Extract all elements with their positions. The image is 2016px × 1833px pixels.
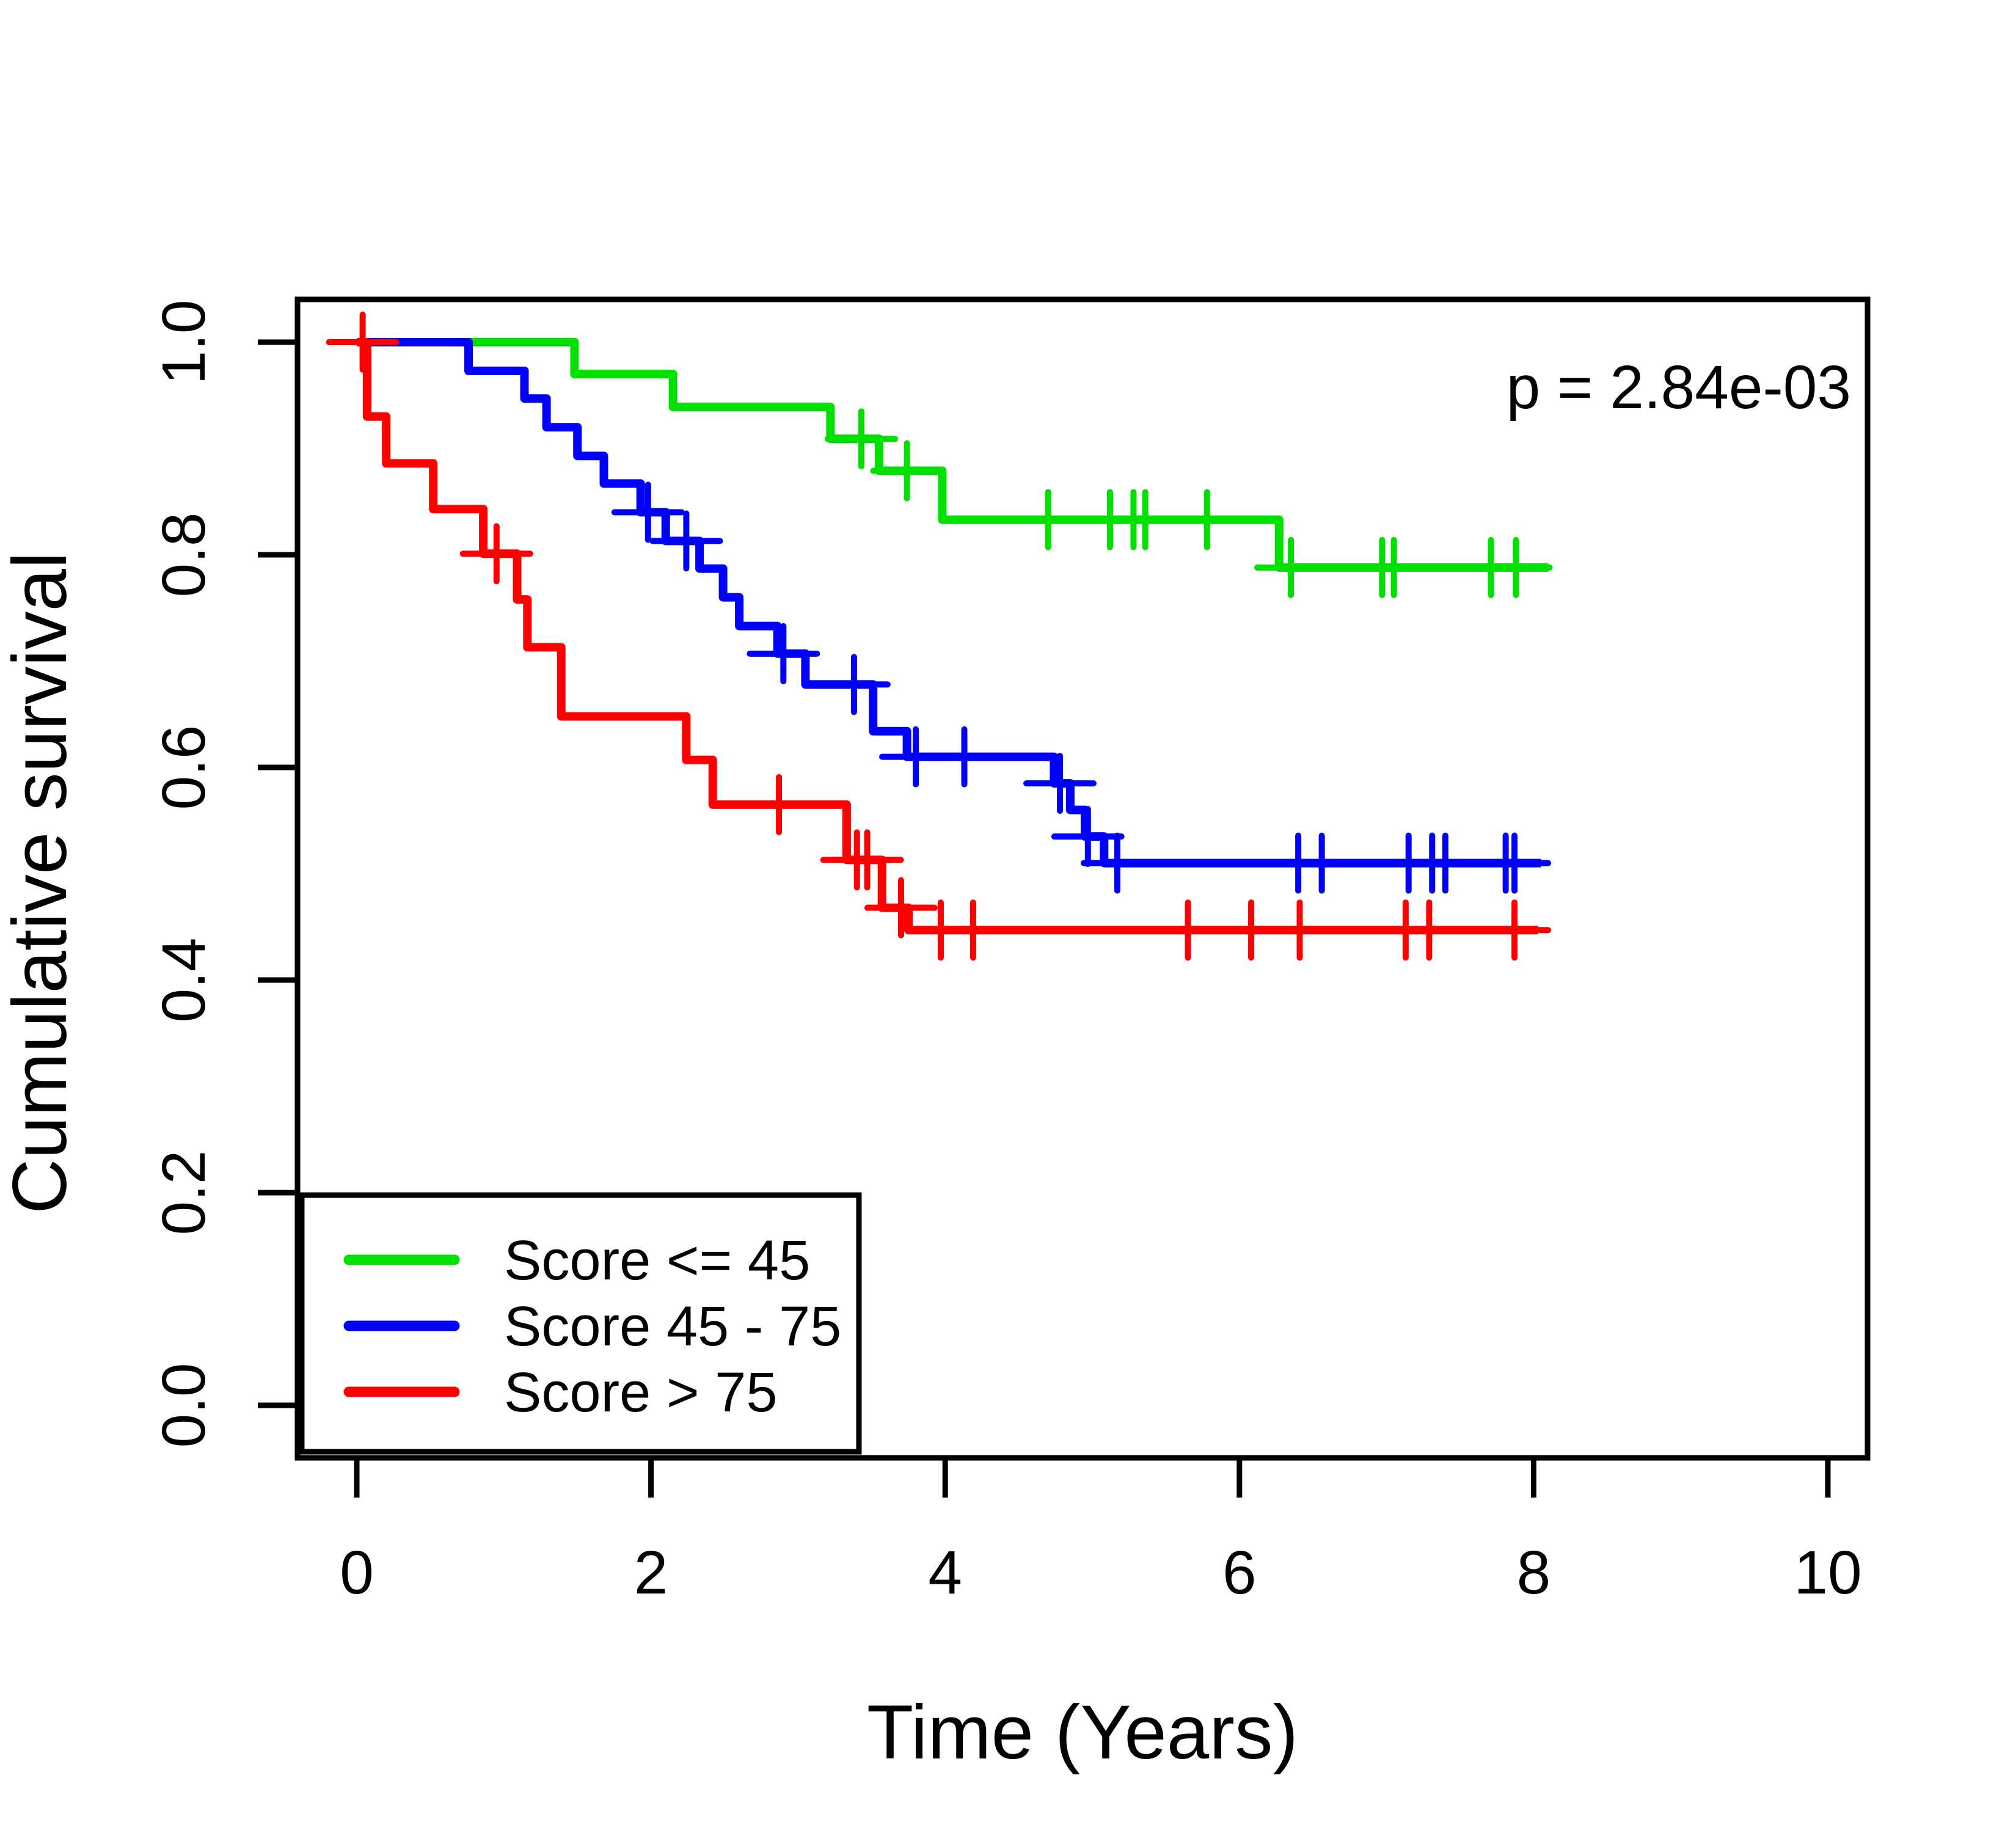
censor-plus-mark [747,623,820,684]
censor-plus-mark [864,877,938,938]
censor-plus-mark [936,899,1010,961]
censor-plus-mark [1170,489,1244,551]
y-axis-tick-label: 0.8 [150,512,218,597]
censor-plus-mark [1080,832,1154,894]
censor-plus-mark [1285,832,1359,894]
censor-plus-mark [1254,536,1328,598]
legend: Score <= 45 Score 45 - 75 Score > 75 [299,1192,862,1455]
censor-plus-mark [1023,753,1097,814]
censor-marks-blue [611,481,1552,894]
y-axis-tick-label: 1.0 [150,299,218,384]
censor-plus-mark [1263,899,1337,961]
legend-label-score-45-75: Score 45 - 75 [504,1295,841,1358]
y-axis-tick-label: 0.2 [150,1150,218,1235]
censor-plus-mark [611,481,685,543]
x-axis-tick-label: 8 [1517,1538,1551,1607]
censor-plus-mark [649,510,723,572]
censor-plus-mark [1392,899,1466,961]
censor-plus-mark [1357,536,1431,598]
censor-plus-mark [459,523,533,585]
axes-layer: 0 2 4 6 8 10 0.0 0.2 0.4 0.6 0.8 1.0 [150,296,1871,1607]
censor-plus-mark [817,654,891,715]
censor-plus-mark [824,408,898,470]
legend-item-score-45-75: Score 45 - 75 [343,1295,841,1358]
censor-plus-mark [870,440,944,502]
censor-plus-mark [326,312,400,373]
censor-plus-mark [927,726,1001,788]
legend-item-score-le-45: Score <= 45 [343,1229,810,1292]
x-axis-title: Time (Years) [867,1690,1298,1775]
x-axis-tick-label: 2 [634,1538,668,1607]
legend-label-score-le-45: Score <= 45 [504,1229,810,1292]
censor-plus-mark [742,774,816,835]
censor-plus-mark [830,829,904,891]
censor-plus-mark [1051,806,1125,868]
survival-curve-red [357,338,1538,935]
x-axis-tick-label: 4 [928,1538,962,1607]
censor-plus-mark [1108,489,1182,551]
y-axis-tick-label: 0.4 [150,937,218,1022]
legend-item-score-gt-75: Score > 75 [343,1361,778,1424]
censor-plus-mark [1478,832,1552,894]
survival-curve-green [357,338,1549,572]
censor-plus-mark [1151,899,1225,961]
x-axis-tick-label: 6 [1222,1538,1257,1607]
y-axis-tick-label: 0.6 [150,725,218,810]
censor-marks-green [824,408,1553,598]
y-axis-tick-label: 0.0 [150,1363,218,1447]
legend-label-score-gt-75: Score > 75 [504,1361,778,1424]
censor-plus-mark [1011,489,1085,551]
censor-plus-mark [1408,832,1482,894]
censor-plus-mark [1479,536,1553,598]
p-value-text: p = 2.84e-03 [1507,353,1851,422]
x-axis-tick-label: 0 [340,1538,374,1607]
censor-marks-red [326,312,1552,961]
x-axis-tick-label: 10 [1794,1538,1861,1607]
curves-layer [326,312,1553,961]
censor-plus-mark [1478,899,1552,961]
plot-frame [294,296,1871,1461]
y-axis-title: Cumulative survival [0,552,82,1214]
survival-curve-blue [357,338,1541,868]
